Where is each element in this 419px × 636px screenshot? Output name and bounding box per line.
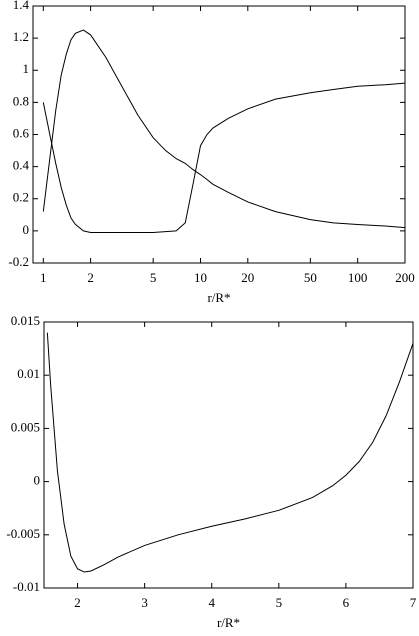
y-tick-label: 0.8 — [13, 93, 29, 108]
curve — [42, 29, 406, 229]
y-tick-label: 1 — [23, 61, 30, 76]
x-tick-label: 100 — [348, 270, 368, 285]
x-tick-label: 5 — [150, 270, 157, 285]
x-tick-label: 200 — [395, 270, 415, 285]
x-axis-label: r/R* — [207, 290, 230, 305]
x-tick-label: 20 — [241, 270, 254, 285]
y-tick-label: 0.4 — [13, 158, 30, 173]
y-tick-label: 0.2 — [13, 190, 29, 205]
y-tick-label: 1.2 — [13, 29, 29, 44]
x-tick-label: 1 — [40, 270, 47, 285]
x-axis-label: r/R* — [217, 615, 240, 630]
plot-frame — [43, 321, 414, 589]
x-tick-label: 50 — [304, 270, 317, 285]
y-tick-label: 0.005 — [11, 419, 40, 434]
x-tick-label: 7 — [410, 595, 417, 610]
curve — [42, 82, 406, 233]
y-tick-label: 0 — [34, 473, 41, 488]
x-tick-label: 10 — [194, 270, 207, 285]
y-tick-label: 0.6 — [13, 125, 30, 140]
x-tick-label: 4 — [208, 595, 215, 610]
y-tick-label: 1.4 — [13, 0, 30, 12]
y-tick-label: 0.015 — [11, 313, 40, 328]
y-tick-label: -0.2 — [8, 254, 29, 269]
x-tick-label: 6 — [343, 595, 350, 610]
curve — [46, 332, 414, 573]
y-tick-label: -0.005 — [6, 526, 40, 541]
x-tick-label: 3 — [141, 595, 148, 610]
x-tick-label: 2 — [74, 595, 81, 610]
x-tick-label: 2 — [87, 270, 94, 285]
y-tick-label: 0 — [23, 222, 30, 237]
y-tick-label: -0.01 — [13, 579, 40, 594]
y-tick-label: 0.01 — [17, 366, 40, 381]
x-tick-label: 5 — [276, 595, 283, 610]
plot-frame — [32, 5, 406, 264]
